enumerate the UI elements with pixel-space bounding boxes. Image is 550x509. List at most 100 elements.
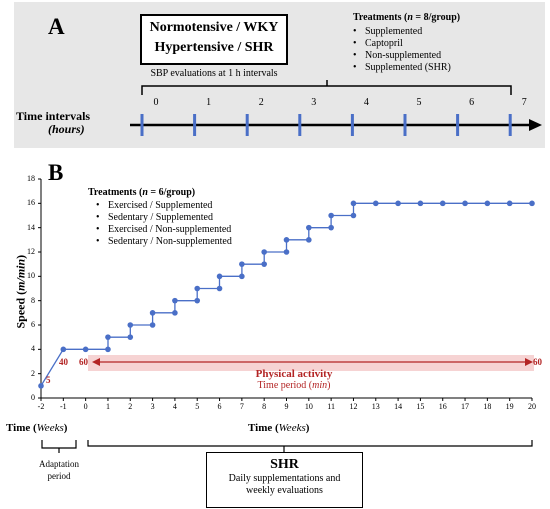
time-weeks-label-study: Time (Weeks) [248,422,310,434]
time-intervals-unit: (hours) [48,122,85,136]
speed-data-point [194,285,201,292]
chart-axes [38,178,533,401]
panel-a-treatment-item: • Supplemented (SHR) [353,62,451,73]
groups-subtitle: SBP evaluations at 1 h intervals [150,68,278,79]
duration-start-label: 60 [79,357,88,367]
x-tick-label: 13 [371,402,380,411]
x-tick-label: 15 [416,402,425,411]
shr-description-line1: Daily supplementations and [228,473,341,484]
speed-data-point [149,310,156,316]
x-tick-label: 10 [304,402,313,411]
x-tick-label: 1 [105,402,110,411]
interval-tick-label: 1 [206,97,212,108]
panel-b-treatments-title: Treatments (n = 6/group) [88,187,196,198]
speed-data-point [38,383,44,389]
speed-data-point [328,212,334,219]
adaptation-bracket [41,440,77,449]
x-tick-label: 8 [262,402,267,411]
speed-data-point [439,200,446,207]
time-weeks-label-adaptation: Time (Weeks) [6,422,68,434]
panel-a-treatment-item: • Supplemented [353,26,423,37]
speed-data-point [239,261,245,267]
y-axis-label: Speed (m/min) [13,254,28,329]
speed-data-point [484,200,491,207]
x-tick-label: 4 [172,402,177,411]
duration-end-label: 60 [533,357,542,367]
interval-tick [298,114,302,136]
speed-data-point [372,200,379,207]
interval-tick [193,114,197,136]
interval-tick-label: 2 [258,97,264,108]
panel-a-treatment-item: • Non-supplemented [353,50,442,61]
x-tick-label: -1 [59,402,67,411]
time-intervals-label: Time intervals [16,109,91,123]
x-tick-label: 17 [461,402,470,411]
interval-tick [350,114,354,136]
y-tick-label: 8 [31,295,35,305]
speed-data-point [395,200,401,207]
x-tick-label: 7 [239,402,244,411]
speed-data-point [172,297,178,304]
interval-tick-label: 4 [363,97,369,108]
speed-data-point [417,200,424,207]
speed-data-point [506,200,513,207]
speed-data-point [350,200,357,207]
panel-a-timeline [130,80,542,136]
speed-data-point [239,273,245,280]
speed-data-point [216,273,223,280]
duration-arrow-left-head [92,358,100,366]
adaptation-end-label: 40 [59,357,68,367]
shr-box: SHR Daily supplementations and weekly ev… [206,452,363,508]
panel-b-treatment-item: • Exercised / Supplemented [96,200,213,211]
speed-data-point [328,224,334,231]
x-tick-label: 11 [327,402,335,411]
groups-title-line1: Normotensive / WKY [149,20,279,35]
speed-data-point [127,334,134,340]
speed-data-point [462,200,468,207]
panel-b-treatment-item: • Sedentary / Non-supplemented [96,236,232,247]
interval-tick [456,114,460,136]
x-tick-label: 16 [438,402,447,411]
time-axis-arrowhead [529,119,542,131]
panel-a-treatments-title: Treatments (n = 8/group) [353,12,461,23]
speed-data-point [172,310,178,316]
speed-data-point [283,249,290,255]
speed-data-point [216,285,223,292]
x-tick-label: 12 [349,402,358,411]
y-tick-label: 16 [27,198,35,208]
adaptation-period-label: Adaptation period [39,459,79,481]
x-tick-label: 3 [150,402,155,411]
panel-a: A Normotensive / WKY Hypertensive / SHR … [14,2,545,148]
panel-a-letter: A [48,14,65,39]
y-tick-label: 18 [27,174,35,183]
study-bracket [87,440,533,447]
panel-b-treatment-item: • Exercised / Non-supplemented [96,224,232,235]
y-tick-label: 10 [27,271,35,281]
x-tick-label: 14 [394,402,403,411]
shr-description-line2: weekly evaluations [246,485,323,496]
speed-data-point [529,200,535,207]
speed-data-point [350,212,357,219]
interval-tick [403,114,407,136]
x-tick-label: 0 [83,402,88,411]
speed-data-point [306,237,312,243]
x-tick-label: 19 [505,402,514,411]
interval-tick [508,114,512,136]
interval-tick-label: 5 [416,97,422,108]
y-tick-label: 0 [31,393,35,402]
groups-box: Normotensive / WKY Hypertensive / SHR [140,14,288,65]
x-tick-label: 6 [217,402,222,411]
time-period-label: Time period (min) [257,380,331,391]
y-tick-label: 4 [31,344,35,354]
interval-tick-label: 6 [469,97,475,108]
panel-b-treatment-item: • Sedentary / Supplemented [96,212,213,223]
speed-data-point [105,334,111,340]
y-tick-label: 6 [31,320,35,329]
interval-tick [245,114,249,136]
x-tick-label: 5 [195,402,200,411]
x-tick-label: 20 [528,402,536,411]
panel-b-letter: B [48,160,64,185]
speed-data-point [261,261,267,267]
physical-activity-label: Physical activity [255,368,333,380]
interval-tick-label: 7 [521,97,527,108]
